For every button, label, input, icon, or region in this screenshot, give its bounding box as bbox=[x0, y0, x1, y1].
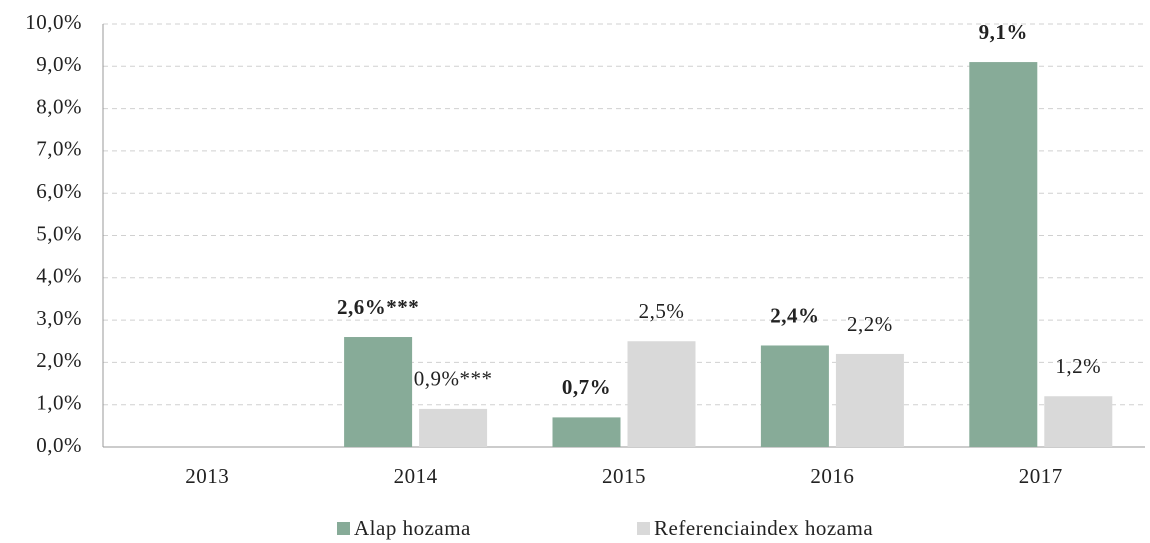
legend-swatch bbox=[637, 522, 650, 535]
legend-label: Alap hozama bbox=[354, 516, 471, 540]
bar bbox=[419, 408, 488, 447]
x-tick-label: 2014 bbox=[394, 464, 438, 488]
bar bbox=[1044, 396, 1113, 447]
y-tick-label: 0,0% bbox=[36, 433, 82, 457]
x-tick-label: 2016 bbox=[810, 464, 854, 488]
y-tick-label: 1,0% bbox=[36, 391, 82, 415]
bar bbox=[760, 345, 829, 447]
data-label: 2,2% bbox=[847, 312, 893, 336]
data-label: 2,5% bbox=[639, 299, 685, 323]
bar bbox=[344, 337, 413, 447]
data-label: 2,4% bbox=[770, 303, 819, 327]
y-tick-label: 9,0% bbox=[36, 52, 82, 76]
bar bbox=[552, 417, 621, 447]
y-tick-label: 3,0% bbox=[36, 306, 82, 330]
x-tick-label: 2017 bbox=[1019, 464, 1063, 488]
y-tick-label: 10,0% bbox=[25, 10, 82, 34]
y-tick-label: 8,0% bbox=[36, 94, 82, 118]
data-label: 0,9%*** bbox=[414, 367, 493, 391]
x-tick-label: 2015 bbox=[602, 464, 646, 488]
data-label: 9,1% bbox=[979, 20, 1028, 44]
y-tick-label: 4,0% bbox=[36, 264, 82, 288]
data-label: 2,6%*** bbox=[337, 295, 419, 319]
y-tick-label: 5,0% bbox=[36, 221, 82, 245]
data-label: 1,2% bbox=[1055, 354, 1101, 378]
y-tick-label: 6,0% bbox=[36, 179, 82, 203]
legend-label: Referenciaindex hozama bbox=[654, 516, 873, 540]
bar bbox=[627, 341, 696, 447]
bar bbox=[969, 62, 1038, 447]
y-tick-label: 2,0% bbox=[36, 348, 82, 372]
legend-swatch bbox=[337, 522, 350, 535]
y-tick-label: 7,0% bbox=[36, 137, 82, 161]
bar bbox=[835, 353, 904, 447]
x-tick-label: 2013 bbox=[185, 464, 229, 488]
data-label: 0,7% bbox=[562, 375, 611, 399]
